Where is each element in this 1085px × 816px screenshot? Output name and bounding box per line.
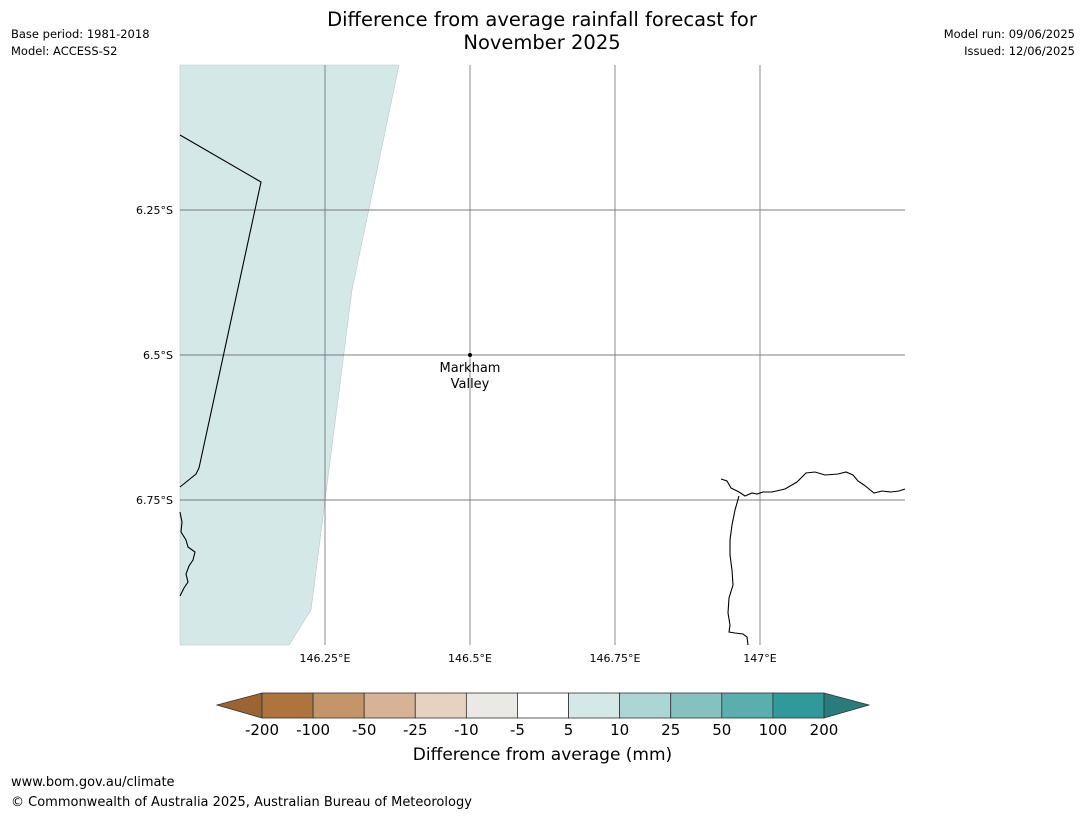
colorbar-tick-label: 25 <box>661 721 680 739</box>
colorbar-tick-labels: -200 -100 -50 -25 -10 -5 5 10 25 50 100 200 <box>245 721 838 739</box>
colorbar-tick-label: -100 <box>296 721 330 739</box>
lat-label: 6.5°S <box>143 349 173 362</box>
colorbar-tick-label: -50 <box>352 721 377 739</box>
lat-label: 6.25°S <box>136 204 173 217</box>
title-line-1: Difference from average rainfall forecas… <box>327 8 757 31</box>
place-label-line-1: Markham <box>440 361 501 376</box>
colorbar-segment <box>414 692 467 719</box>
colorbar-lower-extend-arrow <box>215 692 263 719</box>
location-marker <box>468 353 472 357</box>
colorbar-tick-label: 100 <box>759 721 788 739</box>
colorbar-segment <box>568 692 621 719</box>
colorbar-segments <box>261 692 825 719</box>
colorbar-segment <box>721 692 774 719</box>
model-run-text: Model run: 09/06/2025 <box>943 27 1075 41</box>
colorbar-segment <box>465 692 518 719</box>
colorbar-tick-label: -10 <box>454 721 479 739</box>
colorbar-tick-label: -5 <box>510 721 525 739</box>
coastline-east <box>720 471 906 497</box>
region-boundary <box>179 134 262 488</box>
coastline-east-south <box>727 495 749 646</box>
colorbar-segment <box>619 692 672 719</box>
colorbar-segment <box>312 692 365 719</box>
colorbar-tick-label: 50 <box>712 721 731 739</box>
colorbar-tick-label: 200 <box>810 721 839 739</box>
colorbar-segment <box>363 692 416 719</box>
colorbar-tick-label: -25 <box>403 721 428 739</box>
colorbar-tick-label: 10 <box>610 721 629 739</box>
graticule <box>180 65 905 645</box>
model-text: Model: ACCESS-S2 <box>11 44 118 58</box>
model-info: Base period: 1981-2018 Model: ACCESS-S2 <box>11 26 150 60</box>
lon-label: 146.25°E <box>300 652 351 665</box>
lon-label: 146.75°E <box>590 652 641 665</box>
lon-label: 147°E <box>743 652 776 665</box>
lat-label: 6.75°S <box>136 494 173 507</box>
colorbar-label: Difference from average (mm) <box>412 745 673 765</box>
latitude-labels: 6.25°S 6.5°S 6.75°S <box>136 204 173 507</box>
colorbar-segment <box>670 692 723 719</box>
colorbar-tick-label: 5 <box>564 721 574 739</box>
colorbar-tick-label: -200 <box>245 721 279 739</box>
coastline-west <box>179 511 196 597</box>
colorbar-upper-extend-arrow <box>823 692 871 719</box>
place-label-line-2: Valley <box>451 377 490 392</box>
lon-label: 146.5°E <box>448 652 492 665</box>
title-line-2: November 2025 <box>463 31 621 54</box>
boundaries <box>179 134 906 646</box>
colorbar-segment <box>261 692 314 719</box>
issued-text: Issued: 12/06/2025 <box>964 44 1075 58</box>
chart-title: Difference from average rainfall forecas… <box>242 8 842 54</box>
colorbar-segment <box>772 692 825 719</box>
footer-url[interactable]: www.bom.gov.au/climate <box>11 775 175 790</box>
longitude-labels: 146.25°E 146.5°E 146.75°E 147°E <box>300 652 777 665</box>
colorbar: -200 -100 -50 -25 -10 -5 5 10 25 50 100 200 <box>215 692 871 739</box>
base-period-text: Base period: 1981-2018 <box>11 27 150 41</box>
run-info: Model run: 09/06/2025 Issued: 12/06/2025 <box>944 26 1075 60</box>
colorbar-segment <box>517 692 569 719</box>
copyright-text: © Commonwealth of Australia 2025, Austra… <box>11 795 472 810</box>
